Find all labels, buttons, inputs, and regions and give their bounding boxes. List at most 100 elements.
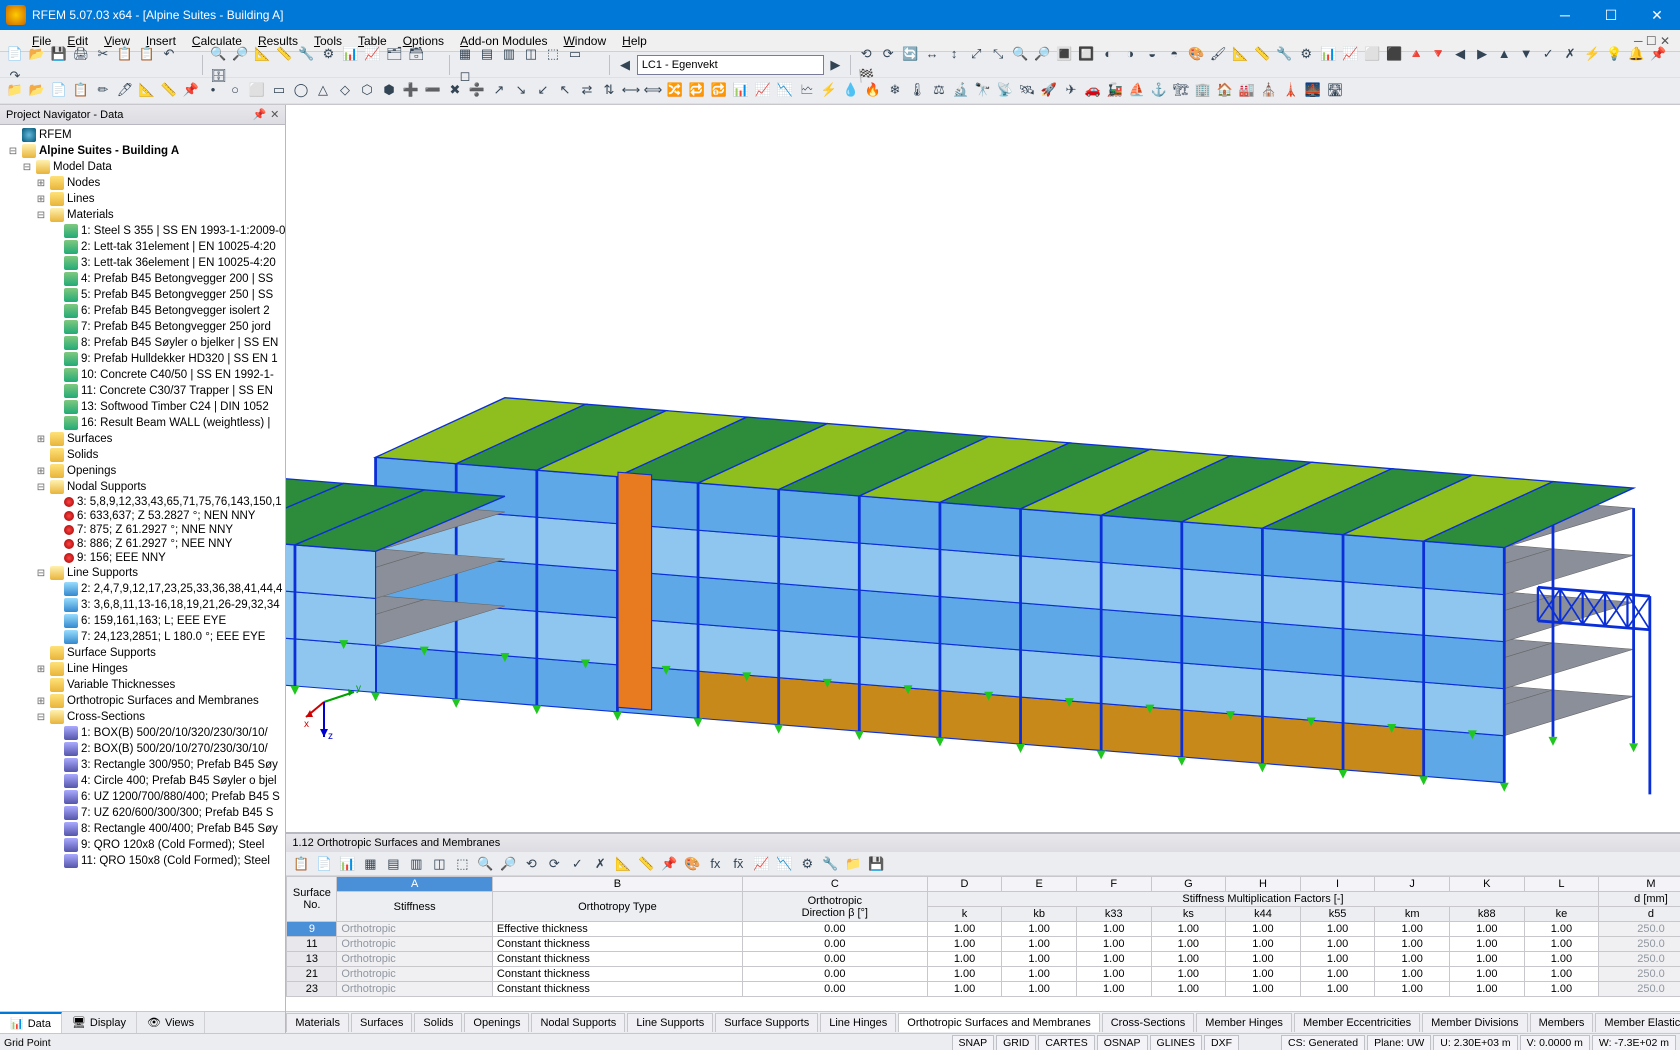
toolbar-button[interactable]: ⟺ xyxy=(642,79,664,101)
tree-node[interactable]: Variable Thicknesses xyxy=(0,677,285,693)
toolbar-button[interactable]: ⚡ xyxy=(818,79,840,101)
table-tab[interactable]: Cross-Sections xyxy=(1102,1013,1195,1032)
tree-node[interactable]: 6: 633,637; Z 53.2827 °; NEN NNY xyxy=(0,509,285,523)
tree-node[interactable]: 3: 5,8,9,12,33,43,65,71,75,76,143,150,1 xyxy=(0,495,285,509)
toolbar-button[interactable]: ↙ xyxy=(532,79,554,101)
toolbar-button[interactable]: 🏗 xyxy=(1170,79,1192,101)
toolbar-button[interactable]: 🔁 xyxy=(686,79,708,101)
toolbar-button[interactable]: ✈ xyxy=(1060,79,1082,101)
toolbar-button[interactable]: ○ xyxy=(224,78,246,100)
toolbar-button[interactable]: 🖌 xyxy=(1207,43,1229,65)
toolbar-button[interactable]: 📌 xyxy=(180,79,202,101)
toolbar-button[interactable]: 🛰 xyxy=(1016,79,1038,101)
toolbar-button[interactable]: 📐 xyxy=(612,853,634,875)
toolbar-button[interactable]: 📏 xyxy=(1251,43,1273,65)
tree-node[interactable]: 9: QRO 120x8 (Cold Formed); Steel xyxy=(0,837,285,853)
tree-node[interactable]: 3: Rectangle 300/950; Prefab B45 Søy xyxy=(0,757,285,773)
3d-viewport[interactable]: y x z xyxy=(286,105,1680,833)
toolbar-button[interactable]: ⛵ xyxy=(1126,79,1148,101)
toolbar-button[interactable]: ▭ xyxy=(268,79,290,101)
toolbar-button[interactable]: 📉 xyxy=(774,79,796,101)
tree-node[interactable]: ⊟Nodal Supports xyxy=(0,479,285,495)
tree-node[interactable]: 7: Prefab B45 Betongvegger 250 jord xyxy=(0,319,285,335)
toolbar-button[interactable]: 🔧 xyxy=(819,853,841,875)
toolbar-button[interactable]: 💡 xyxy=(1603,43,1625,65)
tree-node[interactable]: 9: 156; EEE NNY xyxy=(0,551,285,565)
toolbar-button[interactable]: 🖊 xyxy=(114,79,136,101)
toolbar-button[interactable]: ⬜ xyxy=(1361,43,1383,65)
toolbar-button[interactable]: 📋 xyxy=(114,43,136,65)
toolbar-button[interactable]: ✏ xyxy=(92,79,114,101)
toolbar-button[interactable]: 💾 xyxy=(48,43,70,65)
toolbar-button[interactable]: ⇅ xyxy=(598,79,620,101)
status-toggle-osnap[interactable]: OSNAP xyxy=(1097,1035,1148,1050)
toolbar-button[interactable]: 📊 xyxy=(730,79,752,101)
toolbar-button[interactable]: ↕ xyxy=(943,42,965,64)
toolbar-button[interactable]: 🏭 xyxy=(1236,79,1258,101)
toolbar-button[interactable]: 🔧 xyxy=(295,43,317,65)
tree-node[interactable]: ⊞Nodes xyxy=(0,175,285,191)
toolbar-button[interactable]: 📏 xyxy=(158,79,180,101)
status-toggle-glines[interactable]: GLINES xyxy=(1150,1035,1203,1050)
toolbar-button[interactable]: ◐ xyxy=(1097,42,1119,64)
toolbar-button[interactable]: 🚂 xyxy=(1104,79,1126,101)
tree-node[interactable]: 16: Result Beam WALL (weightless) | xyxy=(0,415,285,431)
toolbar-button[interactable]: 📄 xyxy=(4,43,26,65)
toolbar-button[interactable]: 🗼 xyxy=(1280,79,1302,101)
toolbar-button[interactable]: ↔ xyxy=(921,42,943,64)
tree-node[interactable]: ⊟Alpine Suites - Building A xyxy=(0,143,285,159)
table-tab[interactable]: Materials xyxy=(286,1013,349,1032)
table-tab[interactable]: Line Hinges xyxy=(820,1013,896,1032)
tree-node[interactable]: 10: Concrete C40/50 | SS EN 1992-1- xyxy=(0,367,285,383)
toolbar-button[interactable]: 📂 xyxy=(26,79,48,101)
minimize-button[interactable]: ─ xyxy=(1542,0,1588,30)
toolbar-button[interactable]: 📄 xyxy=(313,853,335,875)
toolbar-button[interactable]: ➖ xyxy=(422,79,444,101)
toolbar-button[interactable]: 📄 xyxy=(48,79,70,101)
tree-node[interactable]: ⊟Line Supports xyxy=(0,565,285,581)
toolbar-button[interactable]: ↶ xyxy=(158,43,180,65)
toolbar-button[interactable]: 🗃 xyxy=(405,43,427,65)
table-tab[interactable]: Member Divisions xyxy=(1422,1013,1527,1032)
toolbar-button[interactable]: ▦ xyxy=(454,43,476,65)
toolbar-button[interactable]: 🔀 xyxy=(664,79,686,101)
toolbar-button[interactable]: ◑ xyxy=(1119,42,1141,64)
table-tab[interactable]: Line Supports xyxy=(627,1013,713,1032)
loadcase-next-icon[interactable]: ▶ xyxy=(825,54,847,76)
toolbar-button[interactable]: ▥ xyxy=(405,853,427,875)
toolbar-button[interactable]: fx̄ xyxy=(727,853,749,875)
toolbar-button[interactable]: ✖ xyxy=(444,79,466,101)
table-tab[interactable]: Orthotropic Surfaces and Membranes xyxy=(898,1013,1099,1032)
tree-node[interactable]: 6: Prefab B45 Betongvegger isolert 2 xyxy=(0,303,285,319)
toolbar-button[interactable]: ⤡ xyxy=(987,43,1009,65)
toolbar-button[interactable]: ◓ xyxy=(1163,42,1185,64)
tree-node[interactable]: 13: Softwood Timber C24 | DIN 1052 xyxy=(0,399,285,415)
pin-icon[interactable]: 📌 xyxy=(252,108,266,121)
toolbar-button[interactable]: 📡 xyxy=(994,79,1016,101)
nav-tab-views[interactable]: 👁 Views xyxy=(137,1012,205,1033)
toolbar-button[interactable]: 📐 xyxy=(1229,43,1251,65)
toolbar-button[interactable]: 🔲 xyxy=(1075,43,1097,65)
tree-node[interactable]: 2: BOX(B) 500/20/10/270/230/30/10/ xyxy=(0,741,285,757)
toolbar-button[interactable]: • xyxy=(202,78,224,100)
table-tab[interactable]: Nodal Supports xyxy=(531,1013,625,1032)
close-panel-icon[interactable]: ✕ xyxy=(270,108,279,121)
tree-node[interactable]: 7: 875; Z 61.2927 °; NNE NNY xyxy=(0,523,285,537)
tree-node[interactable]: ⊞Surfaces xyxy=(0,431,285,447)
tree-node[interactable]: ⊞Openings xyxy=(0,463,285,479)
toolbar-button[interactable]: 🔍 xyxy=(207,43,229,65)
table-tab[interactable]: Member Hinges xyxy=(1196,1013,1292,1032)
tree-node[interactable]: 4: Circle 400; Prefab B45 Søyler o bjel xyxy=(0,773,285,789)
toolbar-button[interactable]: ⬛ xyxy=(1383,43,1405,65)
tree-node[interactable]: ⊞Lines xyxy=(0,191,285,207)
toolbar-button[interactable]: ▭ xyxy=(564,43,586,65)
toolbar-button[interactable]: 🔍 xyxy=(1009,43,1031,65)
toolbar-button[interactable]: 🔎 xyxy=(229,43,251,65)
toolbar-button[interactable]: 🔂 xyxy=(708,79,730,101)
toolbar-button[interactable]: △ xyxy=(312,79,334,101)
table-tab[interactable]: Surface Supports xyxy=(715,1013,818,1032)
maximize-button[interactable]: ☐ xyxy=(1588,0,1634,30)
toolbar-button[interactable]: ◫ xyxy=(520,43,542,65)
tree-node[interactable]: ⊟Materials xyxy=(0,207,285,223)
tree-node[interactable]: ⊟Model Data xyxy=(0,159,285,175)
